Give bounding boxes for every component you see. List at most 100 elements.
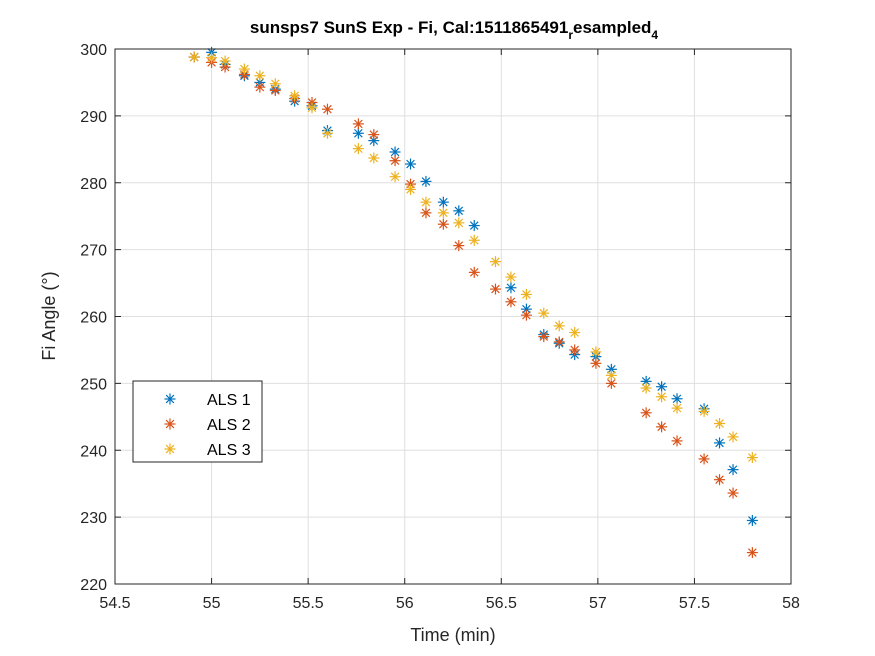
y-tick-label: 300 xyxy=(80,42,107,59)
data-point xyxy=(437,218,449,230)
data-point xyxy=(389,146,401,158)
x-tick-label: 58 xyxy=(782,595,800,612)
x-tick-label: 57.5 xyxy=(679,595,710,612)
data-point xyxy=(671,435,683,447)
data-point xyxy=(671,402,683,414)
data-point xyxy=(238,63,250,75)
chart-title-sub: r xyxy=(568,28,573,42)
data-point xyxy=(640,407,652,419)
data-point xyxy=(553,336,565,348)
y-tick-label: 280 xyxy=(80,176,107,193)
data-point xyxy=(420,175,432,187)
data-point xyxy=(553,320,565,332)
data-point xyxy=(219,55,231,67)
data-point xyxy=(420,207,432,219)
plot-area-border xyxy=(114,48,792,585)
data-point xyxy=(437,207,449,219)
legend: ALS 1 ALS 2 ALS 3 xyxy=(132,380,263,463)
data-point xyxy=(468,266,480,278)
data-point xyxy=(727,487,739,499)
data-point xyxy=(656,421,668,433)
data-point xyxy=(656,381,668,393)
data-point xyxy=(352,143,364,155)
y-tick-label: 250 xyxy=(80,376,107,393)
data-point xyxy=(352,118,364,130)
data-point xyxy=(321,127,333,139)
x-tick-labels: 54.5 55 55.5 56 56.5 57 57.5 58 xyxy=(99,595,800,612)
y-tick-label: 220 xyxy=(80,577,107,594)
data-point xyxy=(746,547,758,559)
data-point xyxy=(520,288,532,300)
legend-label-als-3: ALS 3 xyxy=(207,442,251,459)
data-points xyxy=(188,46,758,559)
legend-marker-als-1 xyxy=(164,393,176,405)
data-point xyxy=(538,307,550,319)
series-als-3 xyxy=(188,51,758,464)
data-point xyxy=(489,256,501,268)
data-point xyxy=(269,78,281,90)
data-point xyxy=(656,391,668,403)
data-point xyxy=(538,331,550,343)
x-axis-label: Time (min) xyxy=(410,625,495,645)
data-point xyxy=(254,70,266,82)
data-point xyxy=(368,129,380,141)
y-tick-label: 240 xyxy=(80,443,107,460)
data-point xyxy=(420,196,432,208)
data-point xyxy=(389,155,401,167)
data-point xyxy=(590,346,602,358)
data-point xyxy=(569,344,581,356)
data-point xyxy=(714,418,726,429)
y-tick-labels: 220 230 240 250 260 270 280 290 300 xyxy=(80,42,107,594)
data-point xyxy=(437,196,449,208)
y-tick-label: 290 xyxy=(80,109,107,126)
data-point xyxy=(714,437,726,449)
x-tick-label: 56 xyxy=(396,595,414,612)
data-point xyxy=(746,514,758,526)
data-point xyxy=(746,452,758,464)
chart-title-sub2: 4 xyxy=(651,28,658,42)
x-tick-label: 55 xyxy=(203,595,221,612)
data-point xyxy=(468,220,480,232)
data-point xyxy=(714,474,726,486)
data-point xyxy=(698,453,710,465)
data-point xyxy=(671,393,683,405)
data-point xyxy=(727,431,739,443)
data-point xyxy=(368,152,380,164)
x-tick-label: 54.5 xyxy=(99,595,130,612)
chart-title: sunsps7 SunS Exp - Fi, Cal:1511865491res… xyxy=(250,18,659,42)
legend-marker-als-3 xyxy=(164,443,176,455)
data-point xyxy=(505,271,517,283)
chart-title-main: sunsps7 SunS Exp - Fi, Cal:1511865491 xyxy=(250,18,568,37)
data-point xyxy=(321,103,333,115)
data-point xyxy=(206,52,218,64)
series-als-2 xyxy=(188,51,758,559)
data-point xyxy=(505,296,517,308)
data-point xyxy=(727,464,739,476)
y-tick-label: 260 xyxy=(80,310,107,327)
data-point xyxy=(188,51,200,63)
data-point xyxy=(569,327,581,339)
data-point xyxy=(405,158,417,170)
legend-label-als-1: ALS 1 xyxy=(207,392,251,409)
data-point xyxy=(640,382,652,394)
data-point xyxy=(453,240,465,252)
data-point xyxy=(489,283,501,295)
data-point xyxy=(254,81,266,93)
y-axis-label: Fi Angle (°) xyxy=(39,271,59,360)
data-point xyxy=(269,84,281,96)
data-point xyxy=(505,282,517,294)
data-point xyxy=(605,369,617,381)
data-point xyxy=(405,183,417,195)
legend-box xyxy=(132,380,263,463)
data-point xyxy=(698,405,710,417)
data-point xyxy=(468,234,480,246)
data-point xyxy=(520,309,532,321)
data-point xyxy=(453,205,465,217)
data-point xyxy=(352,127,364,139)
x-tick-label: 57 xyxy=(589,595,607,612)
legend-marker-als-2 xyxy=(164,418,176,430)
data-point xyxy=(389,171,401,183)
legend-label-als-2: ALS 2 xyxy=(207,417,251,434)
